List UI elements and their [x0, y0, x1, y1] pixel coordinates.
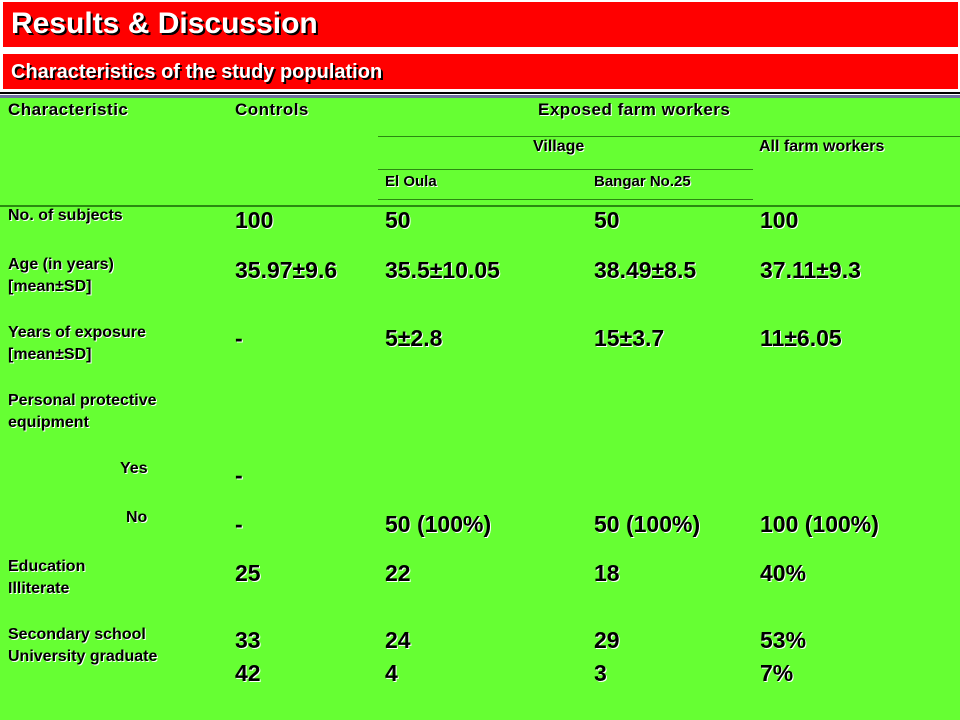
row-label-ppe-2: equipment [8, 414, 89, 431]
cell-el-oula-secondary: 24 [385, 627, 411, 653]
cell-el-oula-subjects: 50 [385, 207, 411, 233]
cell-all-illiterate: 40% [760, 560, 807, 586]
slide-subtitle: Characteristics of the study population [3, 54, 958, 89]
cell-all-no: 100 (100%) [760, 511, 879, 537]
blue-rule [0, 95, 960, 98]
row-label-secondary: Secondary school [8, 626, 146, 643]
header-el-oula: El Oula [385, 173, 437, 190]
header-controls: Controls [235, 100, 309, 119]
row-label-education: Education [8, 558, 86, 575]
cell-all-subjects: 100 [760, 207, 799, 233]
cell-all-university: 7% [760, 660, 794, 686]
cell-el-oula-illiterate: 22 [385, 560, 411, 586]
cell-bangar-illiterate: 18 [594, 560, 620, 586]
cell-controls-yes: - [235, 462, 243, 488]
cell-bangar-subjects: 50 [594, 207, 620, 233]
row-label-university: University graduate [8, 648, 158, 665]
row-label-age: Age (in years) [8, 256, 114, 273]
header-divider-2 [378, 169, 753, 170]
cell-el-oula-no: 50 (100%) [385, 511, 492, 537]
row-label-no: No [126, 509, 148, 526]
header-divider-3 [378, 199, 753, 200]
cell-controls-subjects: 100 [235, 207, 274, 233]
cell-el-oula-exposure: 5±2.8 [385, 325, 443, 351]
cell-controls-illiterate: 25 [235, 560, 261, 586]
cell-bangar-exposure: 15±3.7 [594, 325, 665, 351]
row-label-yes: Yes [120, 460, 148, 477]
row-label-age-2: [mean±SD] [8, 278, 92, 295]
cell-all-secondary: 53% [760, 627, 807, 653]
row-label-exposure-2: [mean±SD] [8, 346, 92, 363]
row-label-subjects: No. of subjects [8, 207, 123, 224]
row-label-exposure: Years of exposure [8, 324, 146, 341]
cell-controls-university: 42 [235, 660, 261, 686]
cell-el-oula-university: 4 [385, 660, 398, 686]
cell-controls-exposure: - [235, 325, 243, 351]
row-label-ppe: Personal protective [8, 392, 157, 409]
row-label-illiterate: Illiterate [8, 580, 70, 597]
top-rule [0, 92, 960, 94]
cell-controls-secondary: 33 [235, 627, 261, 653]
cell-bangar-no: 50 (100%) [594, 511, 701, 537]
header-divider-1 [378, 136, 960, 137]
cell-all-exposure: 11±6.05 [760, 325, 842, 351]
slide-title: Results & Discussion [3, 2, 958, 47]
header-bottom-rule [0, 205, 960, 207]
header-characteristic: Characteristic [8, 100, 129, 119]
cell-bangar-university: 3 [594, 660, 607, 686]
header-village: Village [533, 138, 585, 155]
cell-controls-no: - [235, 511, 243, 537]
header-bangar: Bangar No.25 [594, 173, 691, 190]
cell-all-age: 37.11±9.3 [760, 257, 861, 283]
header-all-farm: All farm workers [759, 138, 885, 155]
cell-bangar-age: 38.49±8.5 [594, 257, 697, 283]
cell-bangar-secondary: 29 [594, 627, 620, 653]
header-exposed: Exposed farm workers [538, 100, 731, 119]
cell-el-oula-age: 35.5±10.05 [385, 257, 500, 283]
cell-controls-age: 35.97±9.6 [235, 257, 338, 283]
table-area [0, 98, 960, 720]
